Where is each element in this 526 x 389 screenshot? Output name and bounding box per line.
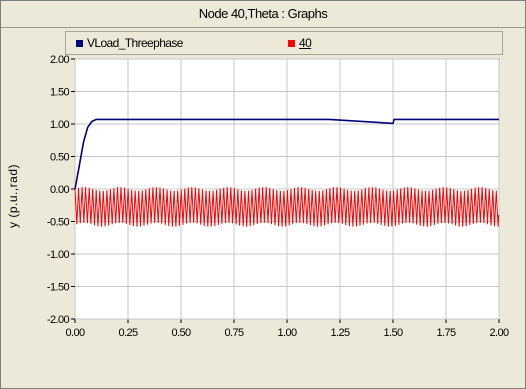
- y-tick-label: -0.50: [47, 217, 70, 229]
- legend-swatch-40: [288, 39, 295, 47]
- y-tick-label: -1.50: [47, 282, 70, 294]
- series-40-line: [74, 187, 500, 227]
- x-tick-label: 2.00: [489, 327, 508, 339]
- legend-label-vload: VLoad_Threephase: [87, 36, 183, 50]
- x-tick-label: 0.75: [224, 327, 243, 339]
- x-tick-label: 0.25: [118, 327, 137, 339]
- bottom-bar: [1, 373, 525, 388]
- legend-swatch-vload: [76, 39, 83, 47]
- y-tick-label: 1.50: [50, 87, 69, 99]
- y-tick-label: 0.00: [50, 184, 69, 196]
- legend-item-40[interactable]: 40: [288, 32, 312, 54]
- legend: VLoad_Threephase 40: [65, 31, 503, 55]
- legend-label-40: 40: [299, 36, 312, 50]
- x-tick-label: 1.75: [436, 327, 455, 339]
- window-title: Node 40,Theta : Graphs: [1, 1, 525, 28]
- y-tick-label: -1.00: [47, 249, 70, 261]
- y-tick-label: 1.00: [50, 119, 69, 131]
- y-tick-label: 2.00: [50, 54, 69, 66]
- x-tick-label: 1.00: [277, 327, 296, 339]
- legend-item-vload[interactable]: VLoad_Threephase: [76, 32, 183, 54]
- y-tick-label: 0.50: [50, 152, 69, 164]
- x-tick-label: 1.50: [383, 327, 402, 339]
- series-vload-line: [74, 118, 499, 190]
- x-tick-label: 1.25: [330, 327, 349, 339]
- x-tick-label: 0.50: [171, 327, 190, 339]
- y-tick-label: -2.00: [47, 314, 70, 326]
- x-tick-label: 0.00: [65, 327, 84, 339]
